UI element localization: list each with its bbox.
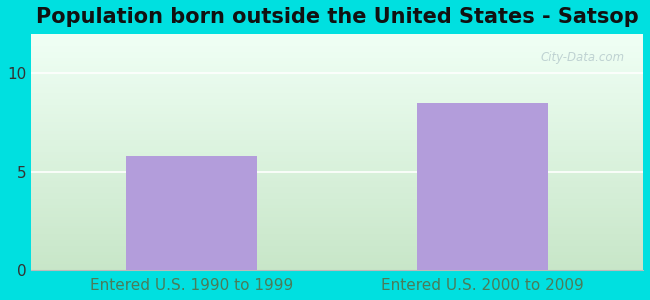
Bar	[31, 237, 643, 240]
Bar	[31, 114, 643, 116]
Bar	[31, 102, 643, 105]
Bar	[31, 190, 643, 193]
Bar	[31, 90, 643, 93]
Bar	[31, 208, 643, 211]
Bar	[31, 196, 643, 199]
Bar	[31, 261, 643, 264]
Bar	[31, 187, 643, 190]
Bar	[31, 161, 643, 164]
Bar	[31, 217, 643, 220]
Bar	[31, 52, 643, 55]
Bar	[31, 199, 643, 202]
Bar	[31, 131, 643, 134]
Bar	[31, 122, 643, 125]
Bar	[31, 246, 643, 249]
Bar	[31, 149, 643, 152]
Bar	[31, 152, 643, 155]
Bar	[31, 105, 643, 108]
Bar	[31, 78, 643, 81]
Bar	[31, 87, 643, 90]
Bar	[31, 249, 643, 252]
Bar	[31, 134, 643, 137]
Bar	[31, 55, 643, 58]
Bar	[31, 137, 643, 140]
Bar	[31, 220, 643, 223]
Bar	[31, 99, 643, 102]
Bar	[31, 40, 643, 43]
Bar	[31, 140, 643, 143]
Bar	[31, 205, 643, 208]
Bar	[31, 164, 643, 166]
Bar	[31, 116, 643, 119]
Bar	[31, 252, 643, 255]
Bar	[31, 226, 643, 229]
Bar	[31, 267, 643, 270]
Bar	[31, 128, 643, 131]
Bar	[31, 58, 643, 61]
Bar	[31, 155, 643, 158]
Bar	[125, 156, 257, 270]
Bar	[31, 146, 643, 149]
Bar	[31, 223, 643, 226]
Text: City-Data.com: City-Data.com	[541, 51, 625, 64]
Bar	[31, 93, 643, 96]
Bar	[31, 143, 643, 146]
Bar	[31, 46, 643, 49]
Bar	[31, 72, 643, 75]
Title: Population born outside the United States - Satsop: Population born outside the United State…	[36, 7, 638, 27]
Bar	[31, 34, 643, 37]
Bar	[31, 158, 643, 161]
Bar	[31, 111, 643, 114]
Bar	[31, 176, 643, 178]
Bar	[31, 231, 643, 234]
Bar	[31, 64, 643, 67]
Bar	[31, 214, 643, 217]
Bar	[31, 211, 643, 214]
Bar	[31, 258, 643, 261]
Bar	[31, 125, 643, 128]
Bar	[31, 67, 643, 69]
Bar	[31, 240, 643, 243]
Bar	[31, 234, 643, 237]
Bar	[31, 108, 643, 111]
Bar	[31, 167, 643, 170]
Bar	[31, 84, 643, 87]
Bar	[31, 69, 643, 72]
Bar	[31, 49, 643, 52]
Bar	[31, 181, 643, 184]
Bar	[31, 229, 643, 231]
Bar	[31, 61, 643, 64]
Bar	[31, 96, 643, 99]
Bar	[31, 243, 643, 246]
Bar	[31, 202, 643, 205]
Bar	[31, 264, 643, 267]
Bar	[31, 178, 643, 181]
Bar	[31, 193, 643, 196]
Bar	[31, 37, 643, 40]
Bar	[31, 43, 643, 46]
Bar	[31, 255, 643, 258]
Bar	[31, 81, 643, 84]
Bar	[417, 103, 549, 270]
Bar	[31, 119, 643, 122]
Bar	[31, 75, 643, 78]
Bar	[31, 184, 643, 187]
Bar	[31, 172, 643, 176]
Bar	[31, 169, 643, 172]
